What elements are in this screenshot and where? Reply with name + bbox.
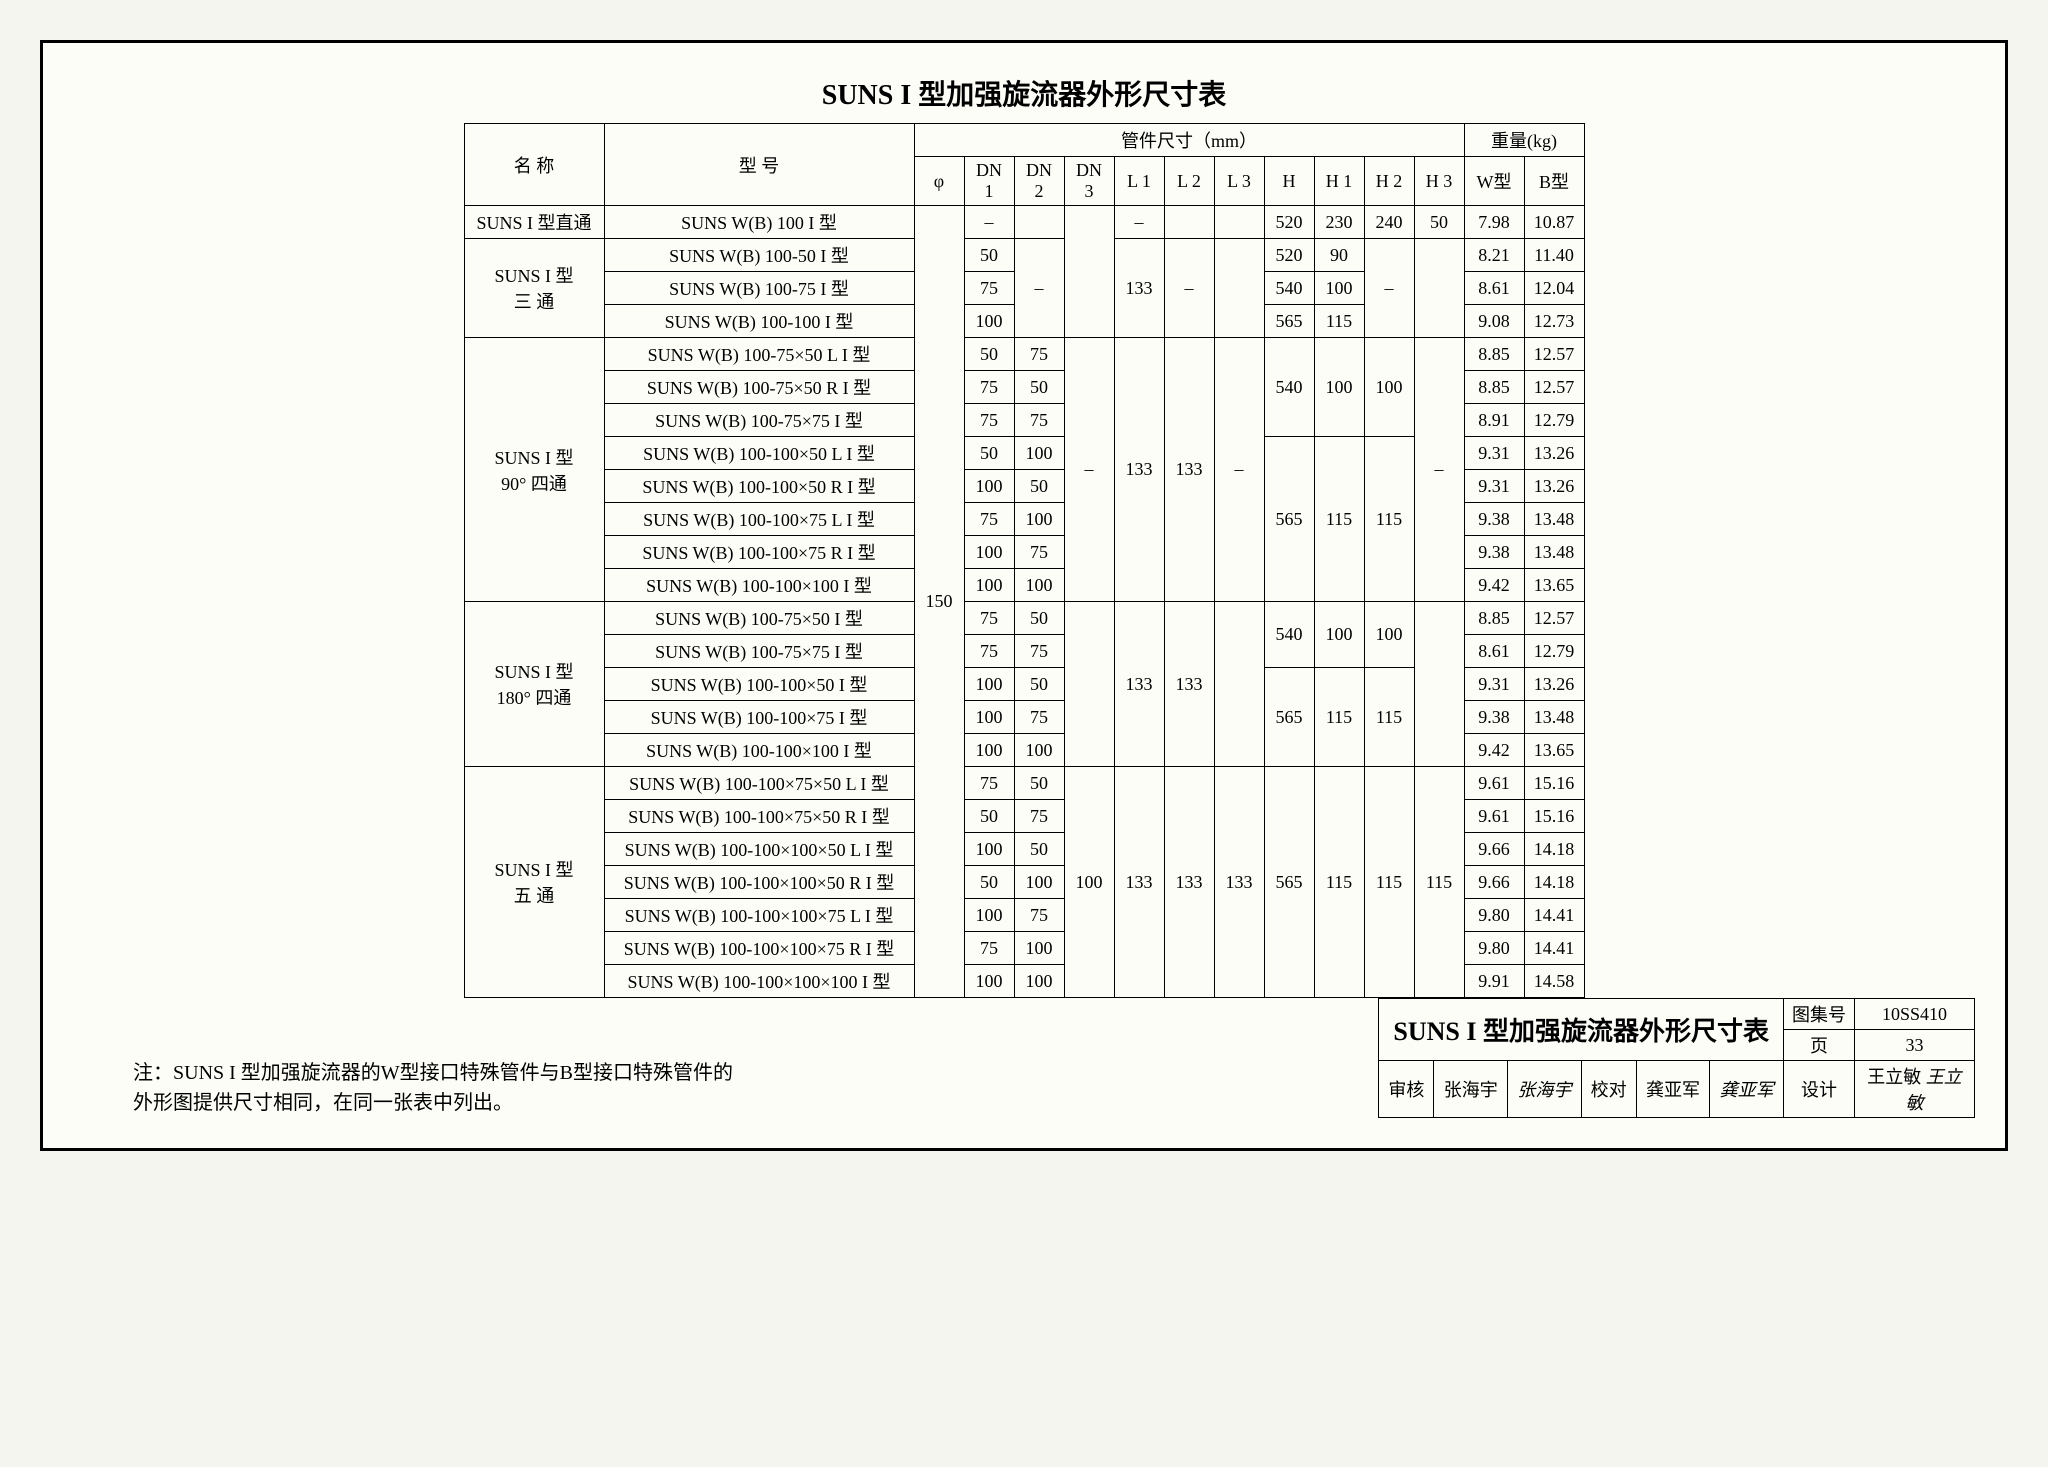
table-row: SUNS I 型直通SUNS W(B) 100 I 型150––52023024… xyxy=(464,206,1584,239)
model-cell: SUNS W(B) 100-100×50 L I 型 xyxy=(604,437,914,470)
name-cell: SUNS I 型 180° 四通 xyxy=(464,602,604,767)
th-h2: H 2 xyxy=(1364,157,1414,206)
model-cell: SUNS W(B) 100-100×100 I 型 xyxy=(604,734,914,767)
th-h3: H 3 xyxy=(1414,157,1464,206)
table-row: SUNS I 型 90° 四通SUNS W(B) 100-75×50 L I 型… xyxy=(464,338,1584,371)
model-cell: SUNS W(B) 100-75×50 L I 型 xyxy=(604,338,914,371)
model-cell: SUNS W(B) 100-100×75 I 型 xyxy=(604,701,914,734)
model-cell: SUNS W(B) 100-75×75 I 型 xyxy=(604,404,914,437)
tb-page-label: 页 xyxy=(1784,1030,1855,1061)
th-dn2: DN 2 xyxy=(1014,157,1064,206)
name-cell: SUNS I 型 90° 四通 xyxy=(464,338,604,602)
th-dn1: DN 1 xyxy=(964,157,1014,206)
tb-proof-sig: 龚亚军 xyxy=(1710,1061,1784,1118)
tb-design-name: 王立敏 王立敏 xyxy=(1855,1061,1975,1118)
tb-page: 33 xyxy=(1855,1030,1975,1061)
th-wtype: W型 xyxy=(1464,157,1524,206)
table-row: SUNS I 型 三 通SUNS W(B) 100-50 I 型50–133–5… xyxy=(464,239,1584,272)
name-cell: SUNS I 型 三 通 xyxy=(464,239,604,338)
th-name: 名 称 xyxy=(464,124,604,206)
th-l2: L 2 xyxy=(1164,157,1214,206)
model-cell: SUNS W(B) 100-100×75 L I 型 xyxy=(604,503,914,536)
model-cell: SUNS W(B) 100-100×75×50 L I 型 xyxy=(604,767,914,800)
model-cell: SUNS W(B) 100-75 I 型 xyxy=(604,272,914,305)
model-cell: SUNS W(B) 100-50 I 型 xyxy=(604,239,914,272)
th-btype: B型 xyxy=(1524,157,1584,206)
model-cell: SUNS W(B) 100-75×50 R I 型 xyxy=(604,371,914,404)
name-cell: SUNS I 型 五 通 xyxy=(464,767,604,998)
note-text: SUNS I 型加强旋流器的W型接口特殊管件与B型接口特殊管件的外形图提供尺寸相… xyxy=(133,1062,733,1114)
model-cell: SUNS W(B) 100-100×50 I 型 xyxy=(604,668,914,701)
th-phi: φ xyxy=(914,157,964,206)
model-cell: SUNS W(B) 100-100×50 R I 型 xyxy=(604,470,914,503)
th-model: 型 号 xyxy=(604,124,914,206)
model-cell: SUNS W(B) 100-100×100×50 L I 型 xyxy=(604,833,914,866)
table-row: SUNS I 型 五 通SUNS W(B) 100-100×75×50 L I … xyxy=(464,767,1584,800)
model-cell: SUNS W(B) 100-100×75×50 R I 型 xyxy=(604,800,914,833)
note: 注：SUNS I 型加强旋流器的W型接口特殊管件与B型接口特殊管件的外形图提供尺… xyxy=(133,1058,733,1118)
tb-atlas: 10SS410 xyxy=(1855,999,1975,1030)
tb-review-sig: 张海宇 xyxy=(1508,1061,1582,1118)
model-cell: SUNS W(B) 100 I 型 xyxy=(604,206,914,239)
th-l1: L 1 xyxy=(1114,157,1164,206)
model-cell: SUNS W(B) 100-100×100×75 R I 型 xyxy=(604,932,914,965)
tb-review-label: 审核 xyxy=(1379,1061,1434,1118)
model-cell: SUNS W(B) 100-100×100×75 L I 型 xyxy=(604,899,914,932)
name-cell: SUNS I 型直通 xyxy=(464,206,604,239)
tb-proof-name: 龚亚军 xyxy=(1636,1061,1710,1118)
tb-review-name: 张海宇 xyxy=(1434,1061,1508,1118)
th-h1: H 1 xyxy=(1314,157,1364,206)
model-cell: SUNS W(B) 100-100 I 型 xyxy=(604,305,914,338)
th-pipe-dim: 管件尺寸（mm） xyxy=(914,124,1464,157)
model-cell: SUNS W(B) 100-75×75 I 型 xyxy=(604,635,914,668)
tb-design-label: 设计 xyxy=(1784,1061,1855,1118)
th-h: H xyxy=(1264,157,1314,206)
th-dn3: DN 3 xyxy=(1064,157,1114,206)
model-cell: SUNS W(B) 100-100×100 I 型 xyxy=(604,569,914,602)
tb-title: SUNS I 型加强旋流器外形尺寸表 xyxy=(1379,999,1784,1061)
page-title: SUNS I 型加强旋流器外形尺寸表 xyxy=(73,73,1975,113)
th-weight: 重量(kg) xyxy=(1464,124,1584,157)
table-row: SUNS I 型 180° 四通SUNS W(B) 100-75×50 I 型7… xyxy=(464,602,1584,635)
th-l3: L 3 xyxy=(1214,157,1264,206)
dimension-table: 名 称 型 号 管件尺寸（mm） 重量(kg) φ DN 1 DN 2 DN 3… xyxy=(464,123,1585,998)
tb-proof-label: 校对 xyxy=(1581,1061,1636,1118)
model-cell: SUNS W(B) 100-75×50 I 型 xyxy=(604,602,914,635)
note-label: 注： xyxy=(133,1062,173,1084)
model-cell: SUNS W(B) 100-100×100×50 R I 型 xyxy=(604,866,914,899)
model-cell: SUNS W(B) 100-100×100×100 I 型 xyxy=(604,965,914,998)
title-block: SUNS I 型加强旋流器外形尺寸表 图集号 10SS410 页 33 审核 张… xyxy=(1378,998,1975,1118)
phi-cell: 150 xyxy=(914,206,964,998)
tb-atlas-label: 图集号 xyxy=(1784,999,1855,1030)
model-cell: SUNS W(B) 100-100×75 R I 型 xyxy=(604,536,914,569)
page-frame: SUNS I 型加强旋流器外形尺寸表 名 称 型 号 管件尺寸（mm） 重量(k… xyxy=(40,40,2008,1151)
